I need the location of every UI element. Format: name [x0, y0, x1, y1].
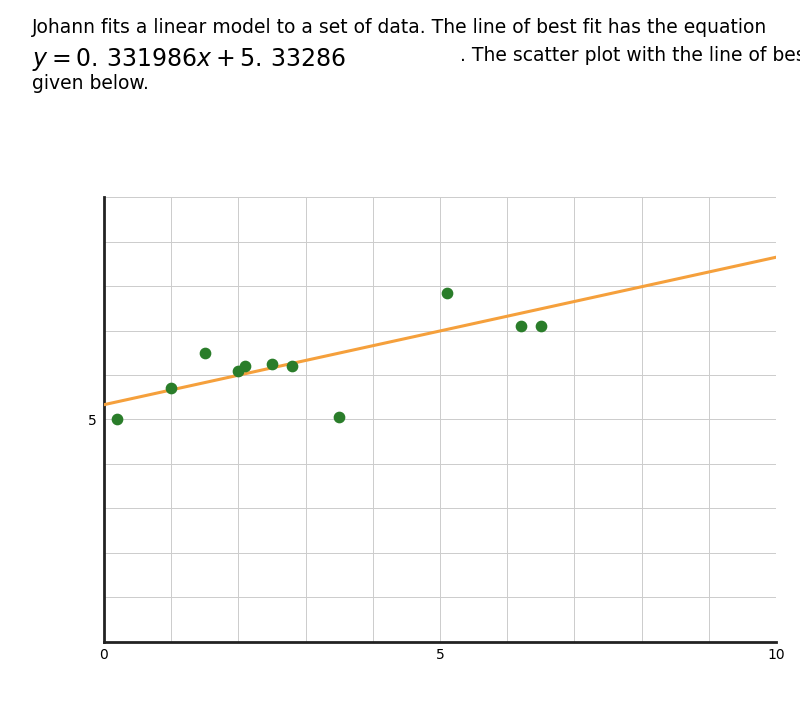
Point — [333, 412, 346, 423]
Point — [266, 358, 278, 369]
Point — [165, 383, 178, 394]
Text: $y = 0.\,331986x + 5.\,33286$: $y = 0.\,331986x + 5.\,33286$ — [32, 46, 346, 73]
Point — [198, 348, 211, 358]
Point — [514, 321, 527, 332]
Text: Johann fits a linear model to a set of data. The line of best fit has the equati: Johann fits a linear model to a set of d… — [32, 18, 767, 37]
Point — [238, 360, 251, 372]
Point — [286, 360, 298, 372]
Point — [232, 365, 245, 376]
Text: given below.: given below. — [32, 74, 149, 93]
Point — [534, 321, 547, 332]
Text: . The scatter plot with the line of best fit is: . The scatter plot with the line of best… — [460, 46, 800, 65]
Point — [440, 287, 453, 298]
Point — [111, 414, 124, 425]
